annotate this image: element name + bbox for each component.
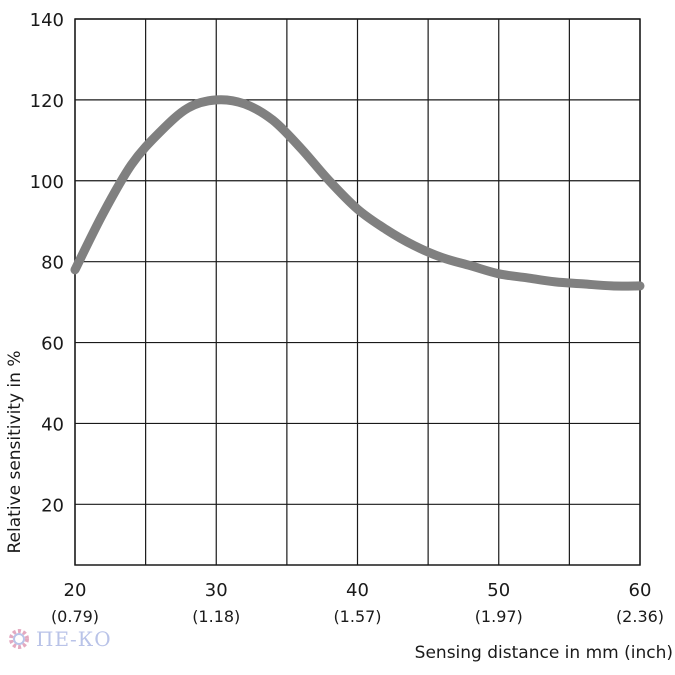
y-tick-label: 100: [30, 172, 64, 193]
watermark-logo: ПЕ-КО: [6, 626, 112, 652]
grid: [74, 18, 641, 566]
y-tick-label: 140: [30, 10, 64, 31]
gear-icon: [9, 629, 29, 649]
curve-layer: [70, 95, 645, 291]
y-tick-label: 20: [41, 495, 64, 516]
watermark-text: ПЕ-КО: [36, 627, 112, 651]
y-axis-label: Relative sensitivity in %: [5, 351, 25, 554]
y-tick-label: 60: [41, 334, 64, 355]
x-tick-sublabel: (0.79): [51, 607, 99, 626]
x-tick-labels: 20 (0.79) 30 (1.18) 40 (1.57) 50 (1.97) 60 (2.36): [51, 580, 664, 626]
x-tick-sublabel: (1.57): [333, 607, 381, 626]
y-tick-label: 80: [41, 253, 64, 274]
sensitivity-curve: [70, 95, 645, 291]
y-tick-label: 120: [30, 91, 64, 112]
x-tick-sublabel: (1.97): [475, 607, 523, 626]
y-tick-label: 40: [41, 414, 64, 435]
x-tick-label: 50: [487, 580, 510, 601]
x-tick-sublabel: (2.36): [616, 607, 664, 626]
x-tick-sublabel: (1.18): [192, 607, 240, 626]
x-axis-label: Sensing distance in mm (inch): [415, 643, 673, 663]
y-tick-labels: 20 40 60 80 100 120 140: [30, 10, 64, 516]
x-tick-label: 20: [64, 580, 87, 601]
x-tick-label: 30: [205, 580, 228, 601]
x-tick-label: 40: [346, 580, 369, 601]
x-tick-label: 60: [629, 580, 652, 601]
